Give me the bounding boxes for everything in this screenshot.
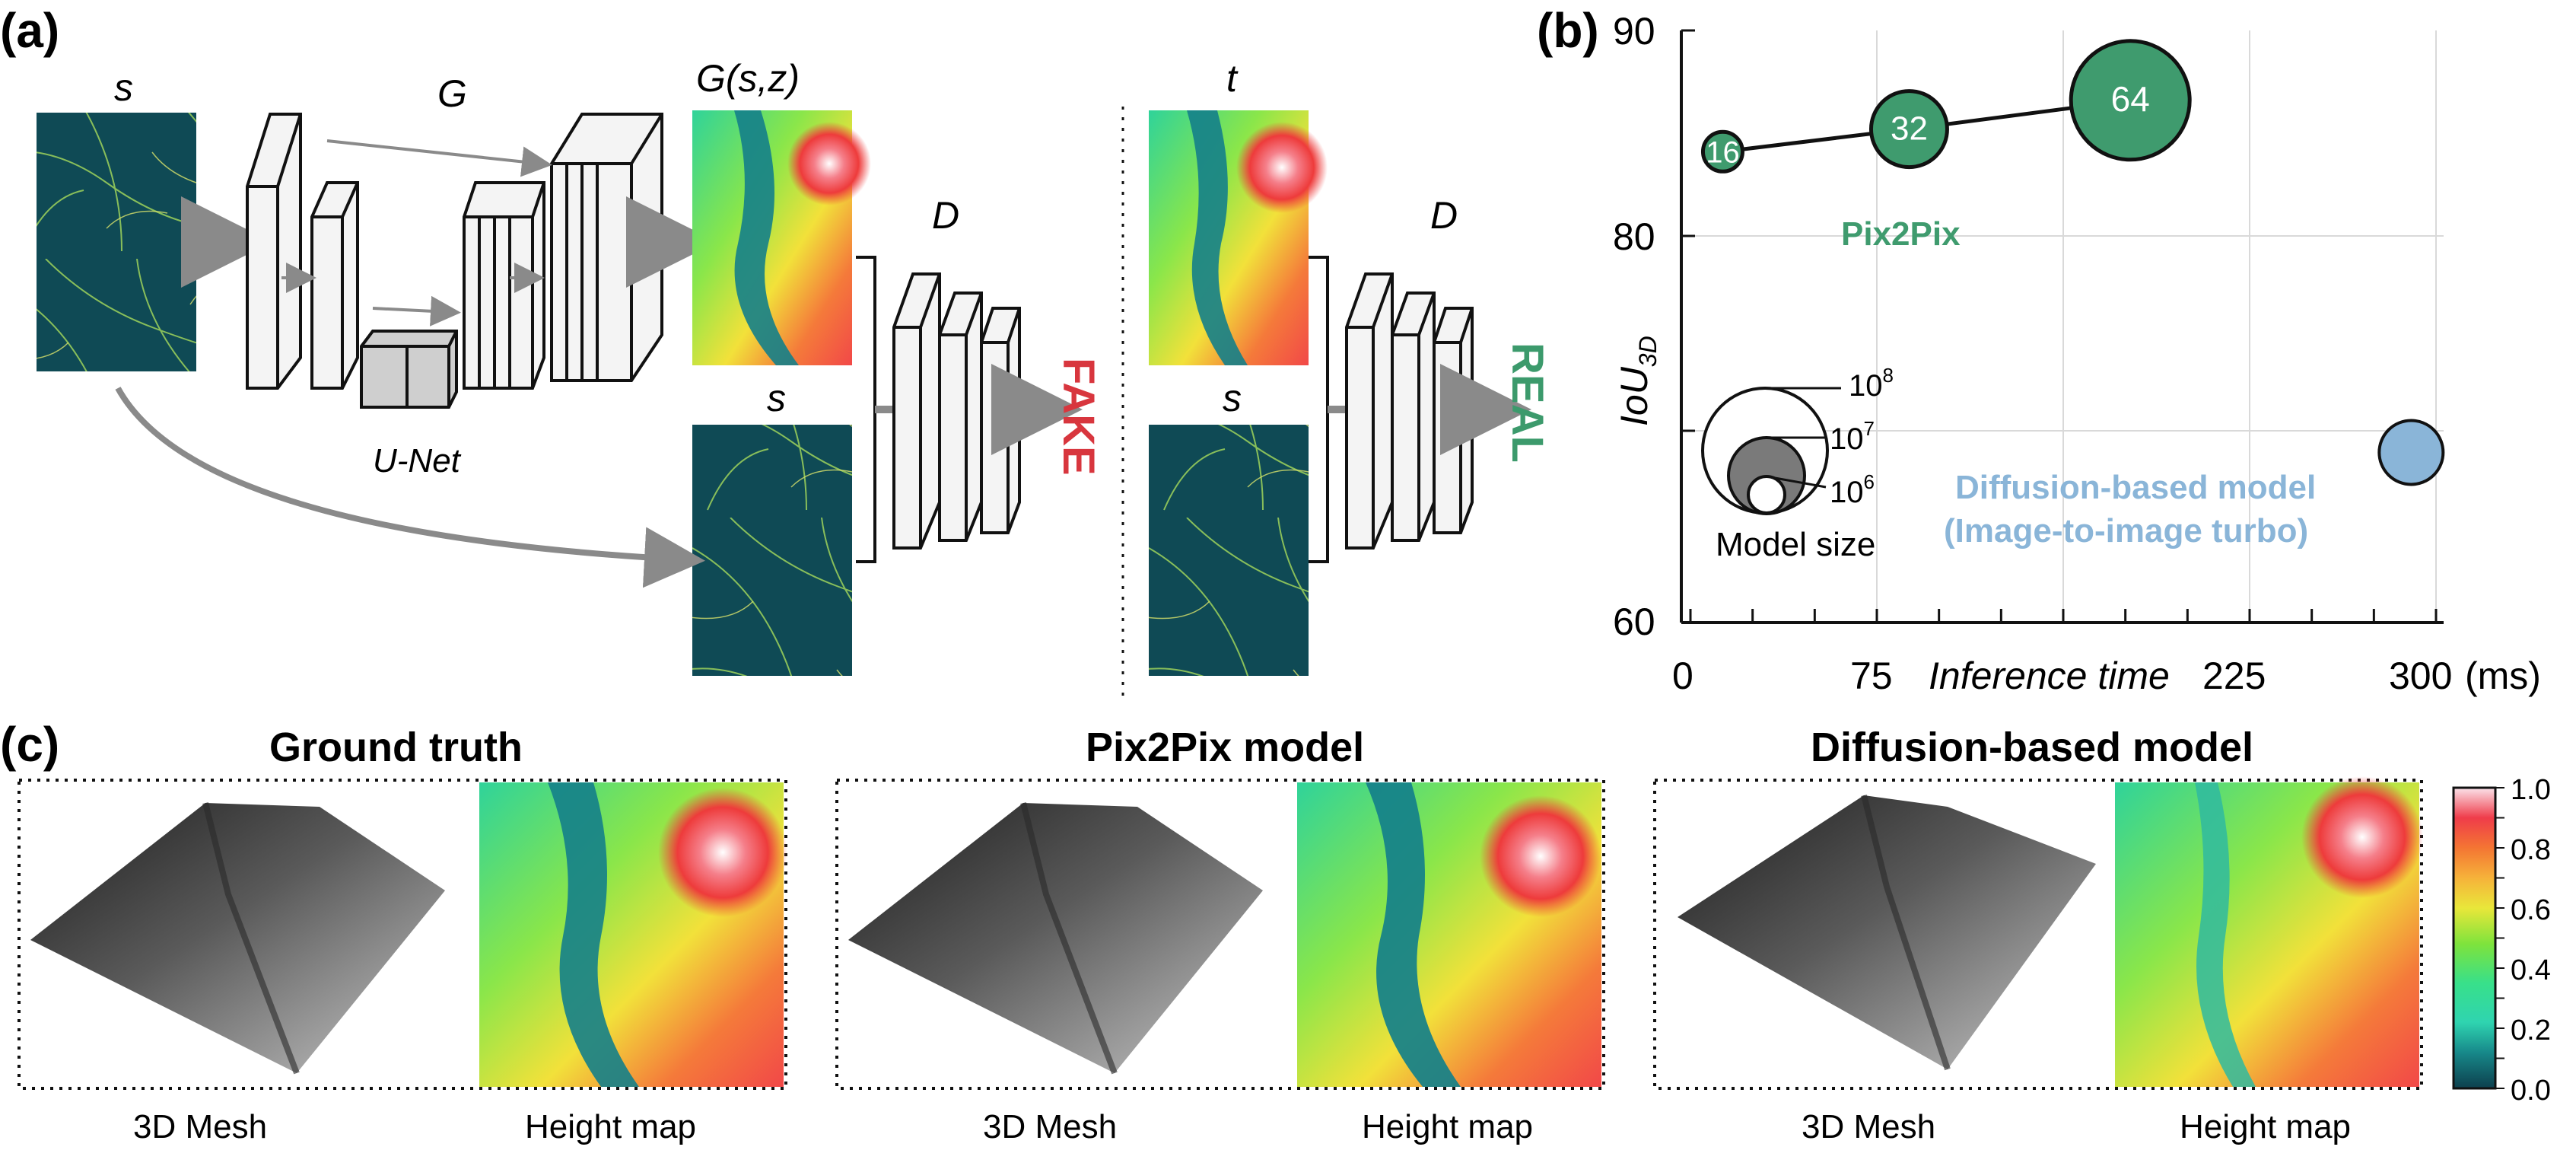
condition-s-label-fake: s bbox=[767, 377, 786, 419]
condition-river-image-fake bbox=[692, 425, 852, 676]
x-tick-label-300: 300 bbox=[2389, 655, 2452, 697]
pix2pix-point-32 bbox=[1868, 89, 1949, 170]
diffusion-series-name-line2: (Image-to-image turbo) bbox=[1944, 512, 2308, 550]
generator-output-label: G(s,z) bbox=[696, 57, 800, 100]
colorbar-tick-0.6: 0.6 bbox=[2511, 894, 2551, 926]
discriminator-fake-label: D bbox=[932, 194, 959, 237]
panel-b: (b) 90 80 60 IoU3D 0 75 Inference time 2… bbox=[1537, 3, 2541, 697]
map-label-ground-truth: Height map bbox=[525, 1108, 696, 1145]
x-axis-label: Inference time bbox=[1929, 655, 2170, 697]
target-t-label: t bbox=[1226, 57, 1239, 100]
input-river-network-image bbox=[37, 113, 196, 371]
panel-b-label: (b) bbox=[1537, 3, 1599, 58]
x-tick-label-225: 225 bbox=[2202, 655, 2266, 697]
colorbar-ticks bbox=[2495, 787, 2504, 1089]
unet-label: U-Net bbox=[373, 442, 462, 479]
mesh-3d-pix2pix bbox=[848, 802, 1263, 1075]
diffusion-point bbox=[2377, 419, 2445, 486]
input-s-label: s bbox=[114, 66, 133, 109]
y-tick-label-90: 90 bbox=[1613, 10, 1655, 53]
height-map-pix2pix bbox=[1297, 782, 1601, 1087]
x-tick-label-0: 0 bbox=[1672, 655, 1693, 697]
condition-s-label-real: s bbox=[1223, 377, 1242, 419]
group-frame-diffusion bbox=[1653, 779, 2423, 1090]
colorbar bbox=[2452, 786, 2497, 1090]
colorbar-tick-0.0: 0.0 bbox=[2511, 1075, 2551, 1107]
model-size-legend: 108 107 106 Model size bbox=[1701, 364, 1894, 563]
colorbar-tick-0.8: 0.8 bbox=[2511, 834, 2551, 866]
pix2pix-series-name: Pix2Pix bbox=[1841, 215, 1961, 253]
generator-g-label: G bbox=[437, 72, 467, 115]
curved-arrow-s-to-condition bbox=[115, 387, 705, 588]
y-axis-label: IoU3D bbox=[1613, 336, 1662, 426]
pix2pix-point-label-16: 16 bbox=[1706, 135, 1740, 169]
y-tick-marks bbox=[1681, 29, 1695, 624]
y-axis-label-sub: 3D bbox=[1634, 336, 1662, 367]
group-title-ground-truth: Ground truth bbox=[269, 725, 523, 770]
height-map-ground-truth bbox=[479, 782, 787, 1087]
discriminator-blocks-real bbox=[1345, 272, 1474, 550]
x-axis-unit: (ms) bbox=[2465, 655, 2541, 697]
pix2pix-point-label-32: 32 bbox=[1891, 110, 1928, 148]
mesh-label-pix2pix: 3D Mesh bbox=[983, 1108, 1117, 1145]
colorbar-tick-1.0: 1.0 bbox=[2511, 774, 2551, 806]
panel-c: (c) Ground truth 3D Mesh Height map Pix2… bbox=[0, 717, 2551, 1145]
mesh-3d-ground-truth bbox=[30, 802, 445, 1075]
svg-text:IoU3D: IoU3D bbox=[1613, 336, 1662, 426]
target-height-map bbox=[1149, 110, 1328, 365]
size-legend-entry-1e7: 107 bbox=[1830, 417, 1875, 456]
fake-label: FAKE bbox=[1054, 358, 1103, 476]
unet-generator-blocks bbox=[246, 113, 663, 409]
mesh-3d-diffusion bbox=[1678, 795, 2096, 1071]
mesh-label-ground-truth: 3D Mesh bbox=[133, 1108, 267, 1145]
chart-gridlines bbox=[1681, 30, 2444, 623]
panel-a-label: (a) bbox=[0, 3, 59, 58]
size-legend-title: Model size bbox=[1716, 526, 1875, 563]
discriminator-blocks-fake bbox=[892, 272, 1021, 550]
height-map-diffusion bbox=[2115, 776, 2423, 1087]
pix2pix-point-16 bbox=[1700, 129, 1744, 174]
group-title-diffusion: Diffusion-based model bbox=[1811, 725, 2253, 770]
size-legend-entry-1e6: 106 bbox=[1830, 470, 1875, 509]
y-tick-label-60: 60 bbox=[1613, 601, 1655, 643]
x-tick-marks bbox=[1689, 609, 2438, 623]
generated-height-map bbox=[692, 110, 871, 365]
panel-a: (a) s G bbox=[0, 3, 1552, 696]
discriminator-real-label: D bbox=[1430, 194, 1458, 237]
pix2pix-point-64 bbox=[2069, 39, 2192, 162]
condition-river-image-real bbox=[1149, 425, 1309, 676]
group-frame-ground-truth bbox=[17, 779, 787, 1090]
mesh-label-diffusion: 3D Mesh bbox=[1802, 1108, 1935, 1145]
group-frame-pix2pix bbox=[835, 779, 1605, 1090]
size-legend-entry-1e8: 108 bbox=[1849, 364, 1894, 403]
skip-connections bbox=[281, 139, 552, 327]
x-tick-label-75: 75 bbox=[1850, 655, 1893, 697]
colorbar-tick-0.4: 0.4 bbox=[2511, 954, 2551, 986]
map-label-diffusion: Height map bbox=[2180, 1108, 2351, 1145]
colorbar-tick-0.2: 0.2 bbox=[2511, 1015, 2551, 1047]
diffusion-series-name-line1: Diffusion-based model bbox=[1955, 469, 2316, 506]
group-title-pix2pix: Pix2Pix model bbox=[1086, 725, 1364, 770]
panel-c-label: (c) bbox=[0, 717, 59, 772]
y-tick-label-80: 80 bbox=[1613, 215, 1655, 258]
pix2pix-point-label-64: 64 bbox=[2111, 79, 2150, 119]
y-axis-label-main: IoU bbox=[1613, 366, 1655, 426]
real-label: REAL bbox=[1503, 342, 1552, 463]
real-pair-bracket bbox=[1309, 256, 1329, 563]
fake-pair-bracket bbox=[856, 256, 876, 563]
map-label-pix2pix: Height map bbox=[1362, 1108, 1533, 1145]
